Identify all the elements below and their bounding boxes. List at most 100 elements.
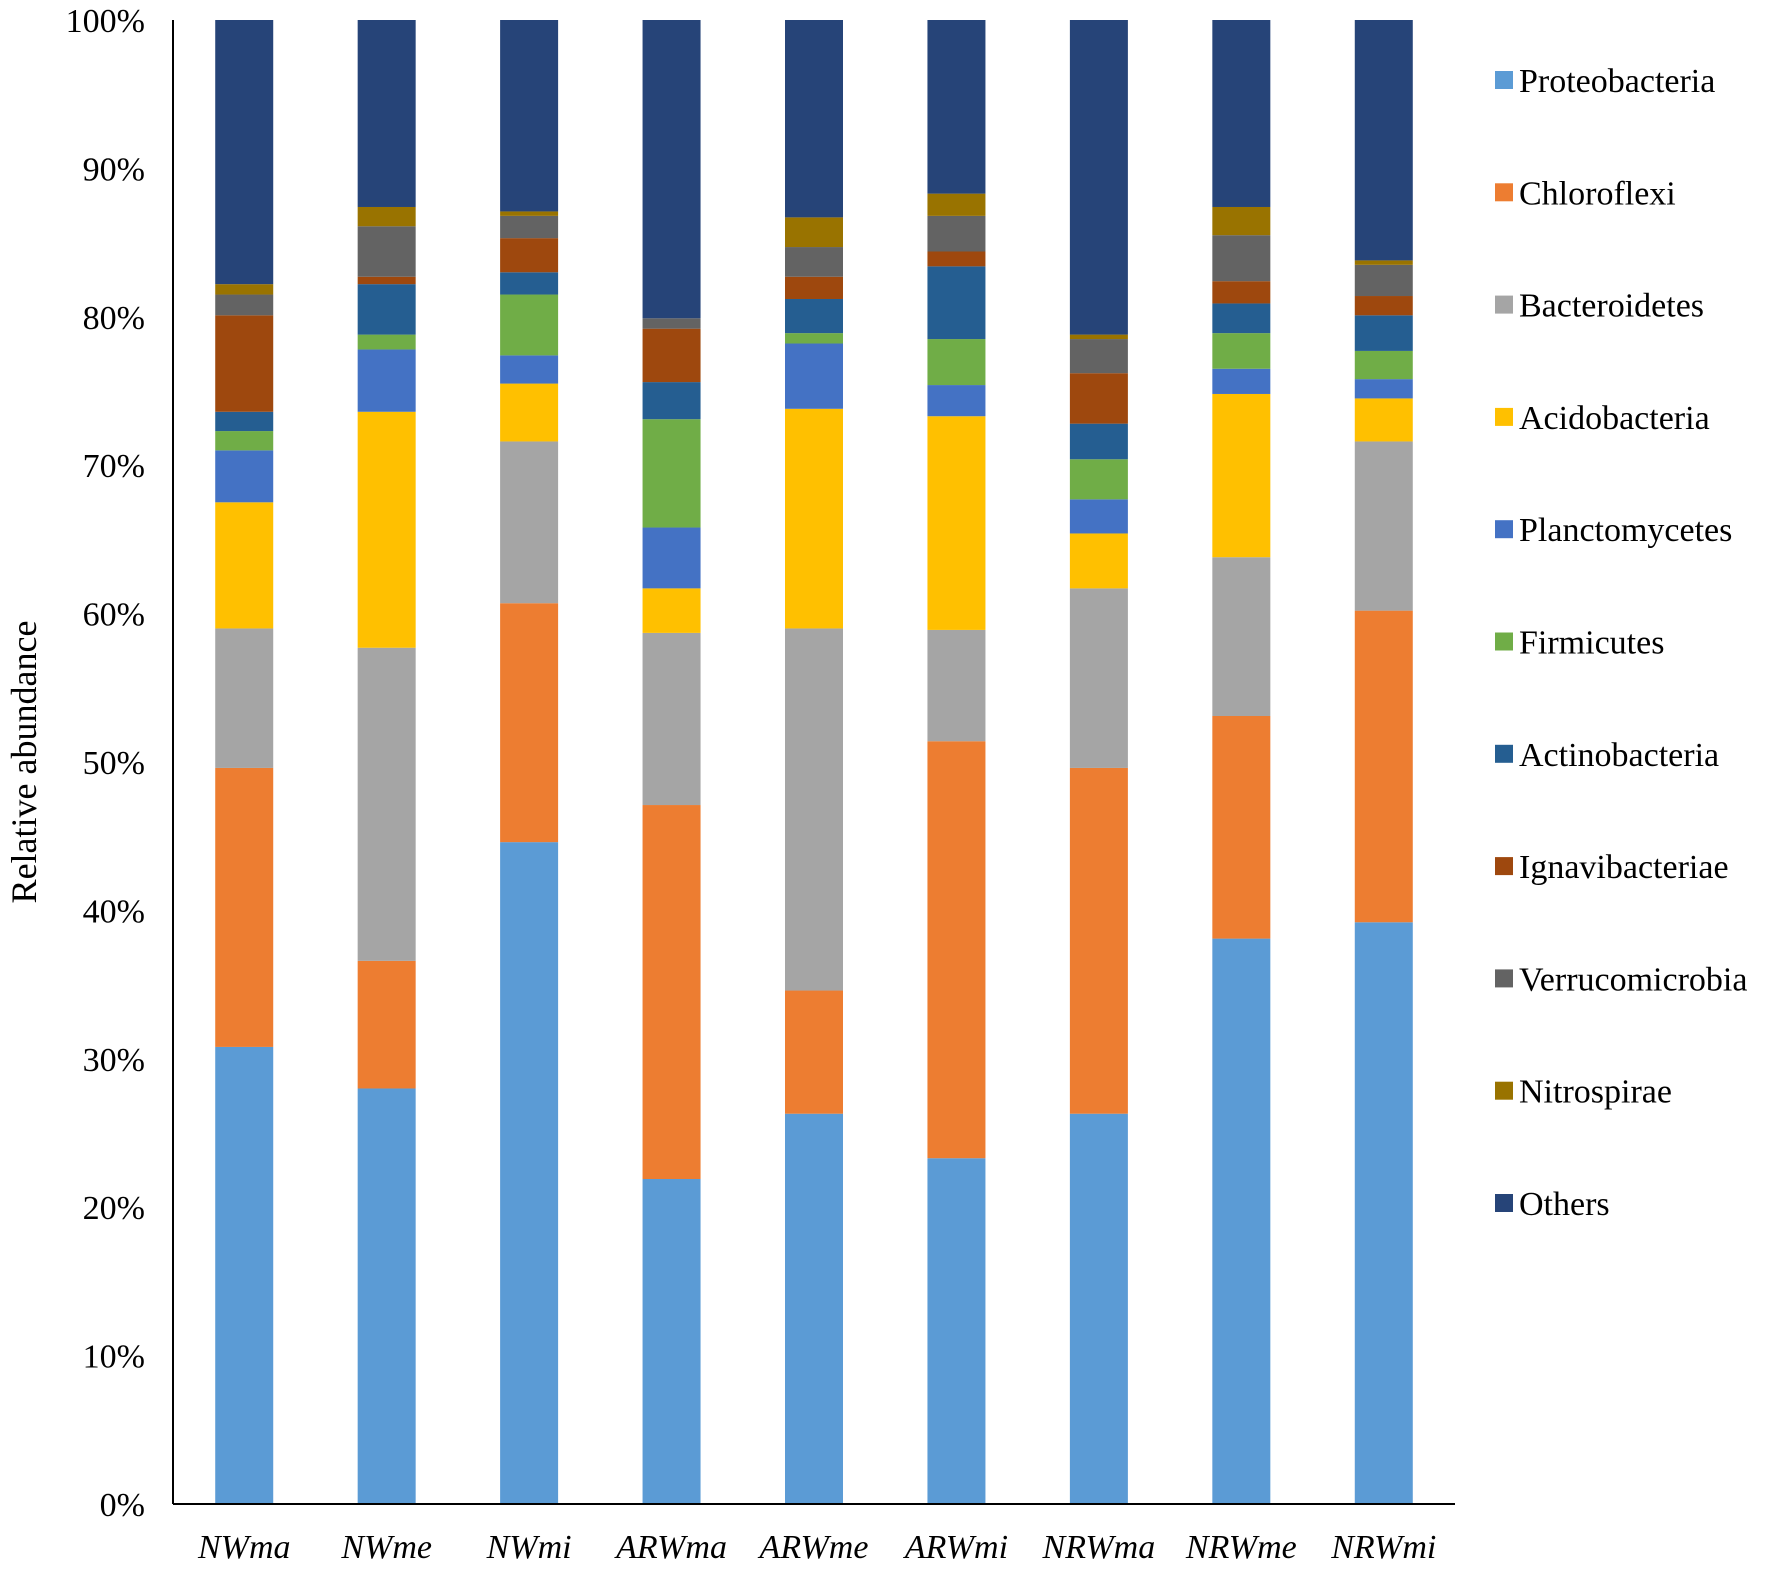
bar-segment-NWmi-firmicutes (500, 294, 559, 356)
bar-segment-ARWmi-firmicutes (927, 339, 986, 386)
bar-segment-NWma-chloroflexi (215, 767, 274, 1047)
y-tick-label: 80% (83, 300, 145, 337)
bar-segment-NRWma-verrucomicrobia (1069, 339, 1128, 374)
bar-stack-NRWma (1069, 20, 1128, 1504)
bar-segment-ARWme-nitrospirae (785, 217, 843, 248)
y-tick-label: 20% (83, 1190, 145, 1227)
bar-segment-ARWmi-others (927, 20, 986, 194)
legend-swatch (1495, 183, 1513, 202)
bar-segment-NRWmi-nitrospirae (1354, 260, 1413, 265)
bar-segment-NWmi-actinobacteria (500, 272, 559, 295)
legend-item: Chloroflexi (1495, 175, 1676, 212)
legend-item: Actinobacteria (1495, 737, 1719, 774)
bar-segment-NRWma-planctomycetes (1069, 499, 1128, 534)
bar-stack-ARWme (785, 20, 843, 1504)
x-tick-labels: NWma NWme NWmi ARWma ARWme ARWmi NRWma NRWme NRW… (197, 1529, 1436, 1566)
bar-segment-NRWma-acidobacteria (1069, 533, 1128, 589)
bar-segment-ARWmi-acidobacteria (927, 416, 986, 630)
bar-segment-NWmi-acidobacteria (500, 383, 559, 442)
legend-item: Verrucomicrobia (1495, 961, 1747, 998)
bar-segment-ARWme-acidobacteria (785, 408, 843, 629)
bar-segment-NWmi-verrucomicrobia (500, 215, 559, 239)
bar-segment-ARWme-actinobacteria (785, 298, 843, 334)
bar-segment-ARWma-others (642, 20, 701, 319)
legend-swatch (1495, 520, 1513, 539)
y-tick-label: 0% (100, 1487, 145, 1524)
x-tick-label: ARWma (614, 1529, 727, 1566)
bar-segment-ARWme-firmicutes (785, 333, 843, 344)
bar-segment-NRWma-firmicutes (1069, 459, 1128, 500)
bar-segment-NWma-nitrospirae (215, 284, 274, 295)
legend-item: Others (1495, 1186, 1610, 1223)
bar-segment-ARWmi-nitrospirae (927, 193, 986, 216)
axes-group (172, 20, 1455, 1505)
bar-segment-ARWmi-proteobacteria (927, 1158, 986, 1504)
bar-segment-ARWmi-actinobacteria (927, 266, 986, 340)
legend-swatch (1495, 857, 1513, 876)
bar-segment-NWme-bacteroidetes (357, 647, 416, 961)
x-tick-label: NWmi (486, 1529, 572, 1566)
bar-segment-NRWma-actinobacteria (1069, 423, 1128, 460)
legend-swatch (1495, 632, 1513, 651)
bar-segment-ARWma-proteobacteria (642, 1179, 701, 1504)
bar-segment-NWma-bacteroidetes (215, 628, 274, 768)
legend-swatch (1495, 407, 1513, 426)
bar-segment-NWma-ignavibacteriae (215, 315, 274, 412)
bar-segment-NRWmi-bacteroidetes (1354, 441, 1413, 611)
bar-segment-NRWma-ignavibacteriae (1069, 373, 1128, 424)
legend-label: Actinobacteria (1519, 737, 1719, 774)
bar-segment-NWma-verrucomicrobia (215, 294, 274, 316)
legend-label: Others (1519, 1186, 1610, 1223)
bar-segment-NRWme-planctomycetes (1212, 368, 1271, 394)
bar-stack-NWma (215, 20, 274, 1504)
bar-segment-ARWma-chloroflexi (642, 805, 701, 1180)
bar-segment-ARWme-chloroflexi (785, 990, 843, 1114)
legend-label: Bacteroidetes (1519, 288, 1704, 325)
bar-segment-ARWme-others (785, 20, 843, 218)
bar-segment-NWmi-planctomycetes (500, 355, 559, 384)
y-tick-label: 30% (83, 1042, 145, 1079)
bar-segment-NWma-proteobacteria (215, 1046, 274, 1504)
legend-swatch (1495, 71, 1513, 89)
y-tick-label: 90% (83, 151, 145, 188)
bar-segment-NWmi-others (500, 20, 559, 212)
bar-segment-NRWmi-proteobacteria (1354, 922, 1413, 1504)
bar-segment-NRWme-acidobacteria (1212, 393, 1271, 558)
bar-segment-NWme-nitrospirae (357, 206, 416, 227)
bar-segment-NRWmi-firmicutes (1354, 350, 1413, 380)
legend-swatch (1495, 1194, 1513, 1212)
legend-swatch (1495, 1081, 1513, 1100)
legend-item: Bacteroidetes (1495, 288, 1704, 325)
legend-swatch (1495, 295, 1513, 314)
bar-segment-ARWmi-verrucomicrobia (927, 215, 986, 252)
legend-item: Planctomycetes (1495, 512, 1732, 549)
legend-item: Nitrospirae (1495, 1074, 1672, 1111)
legend-label: Chloroflexi (1519, 175, 1676, 212)
bar-stack-ARWmi (927, 20, 986, 1504)
bar-stack-NWmi (500, 20, 559, 1504)
legend-label: Nitrospirae (1519, 1074, 1672, 1111)
x-tick-label: NRWma (1042, 1529, 1156, 1566)
x-tick-label: NWma (197, 1529, 291, 1566)
bar-segment-NWmi-ignavibacteriae (500, 238, 559, 273)
bar-segment-NWmi-bacteroidetes (500, 441, 559, 604)
bar-segment-ARWme-planctomycetes (785, 343, 843, 409)
bar-segment-ARWma-bacteroidetes (642, 632, 701, 806)
bar-segment-NWme-actinobacteria (357, 284, 416, 335)
bar-segment-NRWme-verrucomicrobia (1212, 235, 1271, 282)
bar-segment-NRWma-others (1069, 20, 1128, 335)
bar-segment-NRWmi-acidobacteria (1354, 398, 1413, 442)
bar-segment-NWmi-nitrospirae (500, 211, 559, 216)
bar-segment-NWma-others (215, 20, 274, 285)
bar-segment-NRWma-nitrospirae (1069, 334, 1128, 340)
bar-segment-NWme-others (357, 20, 416, 207)
bar-stack-ARWma (642, 20, 701, 1504)
bar-segment-NRWmi-others (1354, 20, 1413, 261)
y-tick-label: 60% (83, 597, 145, 634)
x-tick-label: ARWme (758, 1529, 869, 1566)
x-tick-label: NRWmi (1330, 1529, 1436, 1566)
bar-segment-NWme-proteobacteria (357, 1088, 416, 1504)
legend-swatch (1495, 969, 1513, 988)
bar-segment-NRWmi-verrucomicrobia (1354, 264, 1413, 297)
